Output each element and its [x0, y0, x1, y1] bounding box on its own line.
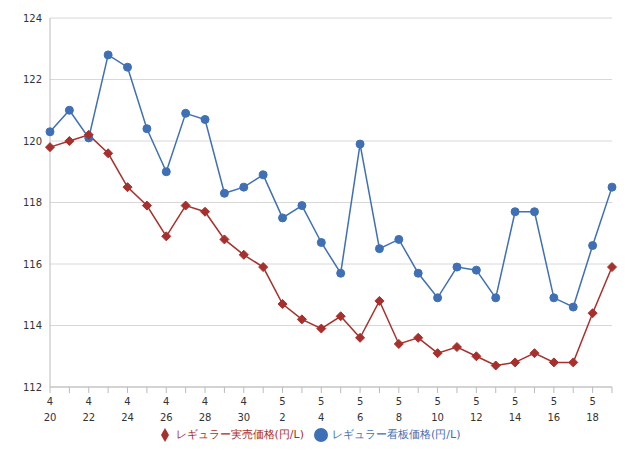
- html-text:レギュラー看板価格(円/L): レギュラー看板価格(円/L): [332, 428, 461, 441]
- svg-text:4: 4: [202, 396, 208, 407]
- svg-text:10: 10: [431, 412, 444, 423]
- svg-text:5: 5: [434, 396, 440, 407]
- svg-text:114: 114: [23, 320, 42, 331]
- svg-text:28: 28: [199, 412, 212, 423]
- svg-text:4: 4: [318, 412, 324, 423]
- svg-text:22: 22: [82, 412, 95, 423]
- svg-text:5: 5: [279, 396, 285, 407]
- svg-text:4: 4: [86, 396, 92, 407]
- svg-text:5: 5: [357, 396, 363, 407]
- svg-text:12: 12: [470, 412, 483, 423]
- svg-text:5: 5: [512, 396, 518, 407]
- svg-text:118: 118: [23, 197, 42, 208]
- svg-text:116: 116: [23, 259, 42, 270]
- svg-text:122: 122: [23, 74, 42, 85]
- svg-text:30: 30: [237, 412, 250, 423]
- svg-text:4: 4: [47, 396, 53, 407]
- svg-text:124: 124: [23, 13, 42, 24]
- svg-text:4: 4: [241, 396, 247, 407]
- svg-text:24: 24: [121, 412, 134, 423]
- svg-text:5: 5: [318, 396, 324, 407]
- svg-text:16: 16: [547, 412, 560, 423]
- svg-text:4: 4: [163, 396, 169, 407]
- svg-text:2: 2: [279, 412, 285, 423]
- svg-text:8: 8: [396, 412, 402, 423]
- svg-text:5: 5: [473, 396, 479, 407]
- svg-text:4: 4: [124, 396, 130, 407]
- svg-text:5: 5: [551, 396, 557, 407]
- svg-text:112: 112: [23, 382, 42, 393]
- svg-text:18: 18: [586, 412, 599, 423]
- svg-text:5: 5: [589, 396, 595, 407]
- svg-text:20: 20: [44, 412, 57, 423]
- svg-text:5: 5: [396, 396, 402, 407]
- html-text:レギュラー実売価格(円/L): レギュラー実売価格(円/L): [175, 428, 304, 441]
- svg-text:6: 6: [357, 412, 363, 423]
- svg-text:14: 14: [509, 412, 522, 423]
- svg-text:120: 120: [23, 136, 42, 147]
- svg-text:26: 26: [160, 412, 173, 423]
